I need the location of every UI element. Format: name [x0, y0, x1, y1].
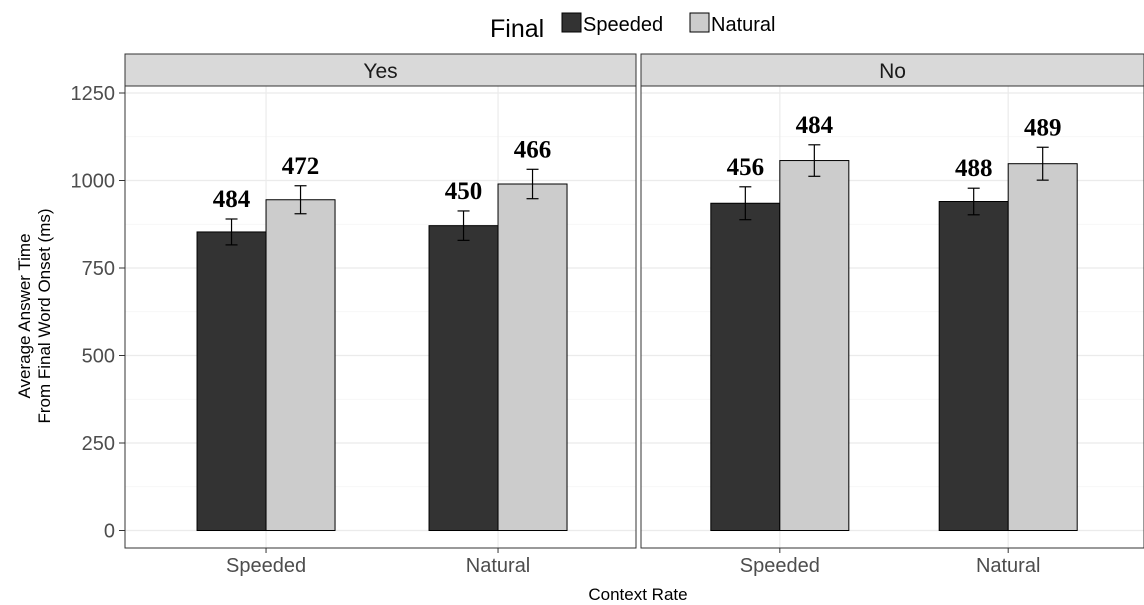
facet-no-strip — [640, 53, 1144, 87]
facet-no-natural-natural-data-label: 489 — [1024, 114, 1062, 141]
y-tick-label-500: 500 — [82, 346, 115, 368]
facet-yes-natural-speeded-data-label: 450 — [445, 178, 483, 205]
facet-yes-speeded-speeded-data-label: 484 — [213, 186, 251, 213]
facet-no-strip-label: No — [879, 60, 906, 83]
facet-yes-natural-natural-data-label: 466 — [514, 136, 552, 163]
facet-no-x-tick-label-natural: Natural — [976, 555, 1040, 577]
facet-yes-strip-label: Yes — [363, 60, 397, 83]
facet-yes-natural-natural-bar — [497, 183, 568, 531]
y-axis-title: Average Answer TimeFrom Final Word Onset… — [15, 208, 54, 423]
facet-no-natural-natural-bar — [1007, 163, 1078, 531]
facet-yes-x-tick-label-natural: Natural — [466, 555, 530, 577]
facet-yes-speeded-speeded-bar — [196, 231, 267, 531]
y-tick-label-0: 0 — [104, 521, 115, 543]
legend-title: Final — [490, 15, 544, 43]
bars-layer — [196, 144, 1078, 532]
facet-yes-speeded-natural-bar — [265, 199, 336, 531]
y-tick-label-250: 250 — [82, 433, 115, 455]
facet-yes-panel-border — [124, 85, 637, 549]
legend: Final Speeded Natural — [490, 12, 775, 43]
facet-no-x-tick-label-speeded: Speeded — [740, 555, 820, 577]
legend-label-natural: Natural — [711, 14, 775, 36]
facet-no-speeded-speeded-data-label: 456 — [727, 154, 765, 181]
facet-no-natural-speeded-bar — [938, 201, 1009, 531]
facet-no-panel-border — [640, 85, 1144, 549]
facet-yes-natural-speeded-bar — [428, 225, 499, 531]
frame-layer — [119, 53, 1144, 553]
legend-swatch-speeded — [561, 12, 582, 33]
y-tick-label-1000: 1000 — [71, 171, 116, 193]
y-tick-label-1250: 1250 — [71, 83, 116, 105]
x-axis-title: Context Rate — [588, 585, 687, 604]
legend-label-speeded: Speeded — [583, 14, 663, 36]
facet-no-speeded-speeded-bar — [710, 202, 781, 531]
legend-swatch-natural — [689, 12, 710, 33]
facet-yes-speeded-natural-data-label: 472 — [282, 153, 320, 180]
facet-no-natural-speeded-data-label: 488 — [955, 155, 993, 182]
text-layer: Context Rate 0 250 500 750 1000 1250 Average A… — [15, 60, 1061, 604]
facet-no-speeded-natural-bar — [779, 160, 850, 532]
y-axis-title-line-2: From Final Word Onset (ms) — [35, 208, 54, 423]
facet-yes-x-tick-label-speeded: Speeded — [226, 555, 306, 577]
y-tick-label-750: 750 — [82, 258, 115, 280]
facet-no-speeded-natural-data-label: 484 — [796, 112, 834, 139]
y-axis-title-line-1: Average Answer Time — [15, 233, 34, 398]
